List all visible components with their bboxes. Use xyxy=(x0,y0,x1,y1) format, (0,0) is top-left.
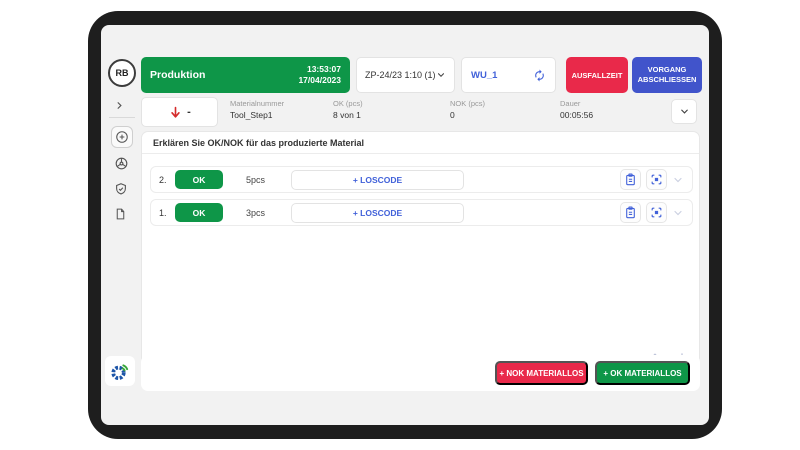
refresh-icon[interactable] xyxy=(533,69,546,82)
field-label: NOK (pcs) xyxy=(450,99,486,108)
ausfallzeit-button[interactable]: AUSFALLZEIT xyxy=(566,57,628,93)
vorgang-abschliessen-button[interactable]: VORGANG ABSCHLIESSEN xyxy=(632,57,702,93)
time-value: 13:53:07 xyxy=(306,64,341,74)
panel-header: Erklären Sie OK/NOK für das produzierte … xyxy=(142,132,699,154)
plus-circle-icon xyxy=(115,130,129,144)
scan-button[interactable] xyxy=(646,202,667,223)
field-value: 8 von 1 xyxy=(333,110,361,120)
chevron-down-icon xyxy=(679,106,690,117)
production-status-bar: Produktion 13:53:07 17/04/2023 xyxy=(141,57,350,93)
field-value: 0 xyxy=(450,110,455,120)
tablet-frame: RB Produktion 13:53:07 17/04/2023 ZP-24/… xyxy=(88,11,722,439)
material-row-1: 1. OK 3pcs + LOSCODE xyxy=(150,199,693,226)
row-index: 2. xyxy=(159,174,167,185)
bottom-action-bar: + NOK MATERIALLOS + OK MATERIALLOS xyxy=(141,355,700,391)
chevron-down-icon xyxy=(436,70,446,80)
ok-status-button[interactable]: OK xyxy=(175,170,223,189)
wheel-icon xyxy=(114,156,129,171)
order-dropdown-value: ZP-24/23 1:10 (1) xyxy=(365,70,436,80)
notes-clipboard-button[interactable] xyxy=(620,169,641,190)
row-expand-chevron-icon[interactable] xyxy=(672,207,684,219)
app-logo xyxy=(105,356,135,386)
sidebar-item-quality[interactable] xyxy=(114,182,128,196)
add-loscode-button[interactable]: + LOSCODE xyxy=(291,169,464,190)
field-label: Materialnummer xyxy=(230,99,285,108)
field-materialnummer: Materialnummer Tool_Step1 xyxy=(230,99,284,120)
gear-signal-logo-icon xyxy=(108,359,132,383)
order-dropdown[interactable]: ZP-24/23 1:10 (1) xyxy=(356,57,455,93)
quantity-label: 3pcs xyxy=(246,207,266,218)
material-trend-card[interactable]: - xyxy=(141,97,218,127)
add-nok-materiallos-button[interactable]: + NOK MATERIALLOS xyxy=(495,361,588,385)
material-declaration-panel: Erklären Sie OK/NOK für das produzierte … xyxy=(141,131,700,372)
field-ok-pcs: OK (pcs) 8 von 1 xyxy=(333,99,363,120)
quantity-label: 5pcs xyxy=(246,174,266,185)
field-value: Tool_Step1 xyxy=(230,110,273,120)
field-label: Dauer xyxy=(560,99,581,108)
sidebar-item-add[interactable] xyxy=(111,126,133,148)
row-index: 1. xyxy=(159,207,167,218)
app-screen: RB Produktion 13:53:07 17/04/2023 ZP-24/… xyxy=(101,25,709,425)
user-avatar[interactable]: RB xyxy=(108,59,136,87)
shield-check-icon xyxy=(114,182,128,196)
clock: 13:53:07 17/04/2023 xyxy=(298,64,341,86)
field-nok-pcs: NOK (pcs) 0 xyxy=(450,99,485,120)
ok-status-button[interactable]: OK xyxy=(175,203,223,222)
sidebar-item-documents[interactable] xyxy=(114,207,127,221)
notes-clipboard-button[interactable] xyxy=(620,202,641,223)
date-value: 17/04/2023 xyxy=(298,75,341,85)
sidebar-divider xyxy=(109,117,135,118)
wu-input-value: WU_1 xyxy=(471,69,498,81)
field-value: 00:05:56 xyxy=(560,110,594,120)
add-ok-materiallos-button[interactable]: + OK MATERIALLOS xyxy=(595,361,690,385)
expand-sidebar-chevron-icon[interactable] xyxy=(114,100,125,111)
wu-input[interactable]: WU_1 xyxy=(461,57,556,93)
trend-suffix: - xyxy=(187,106,191,118)
red-arrow-down-icon xyxy=(168,105,183,120)
field-dauer: Dauer 00:05:56 xyxy=(560,99,593,120)
finish-button-line1: VORGANG xyxy=(647,65,687,74)
scan-button[interactable] xyxy=(646,169,667,190)
finish-button-line2: ABSCHLIESSEN xyxy=(637,75,697,84)
row-expand-chevron-icon[interactable] xyxy=(672,174,684,186)
add-loscode-button[interactable]: + LOSCODE xyxy=(291,202,464,223)
field-label: OK (pcs) xyxy=(333,99,363,108)
material-row-2: 2. OK 5pcs + LOSCODE xyxy=(150,166,693,193)
details-toggle-button[interactable] xyxy=(671,99,697,124)
sidebar-item-machine[interactable] xyxy=(114,156,129,171)
file-icon xyxy=(114,207,127,221)
production-mode-label: Produktion xyxy=(150,69,206,81)
